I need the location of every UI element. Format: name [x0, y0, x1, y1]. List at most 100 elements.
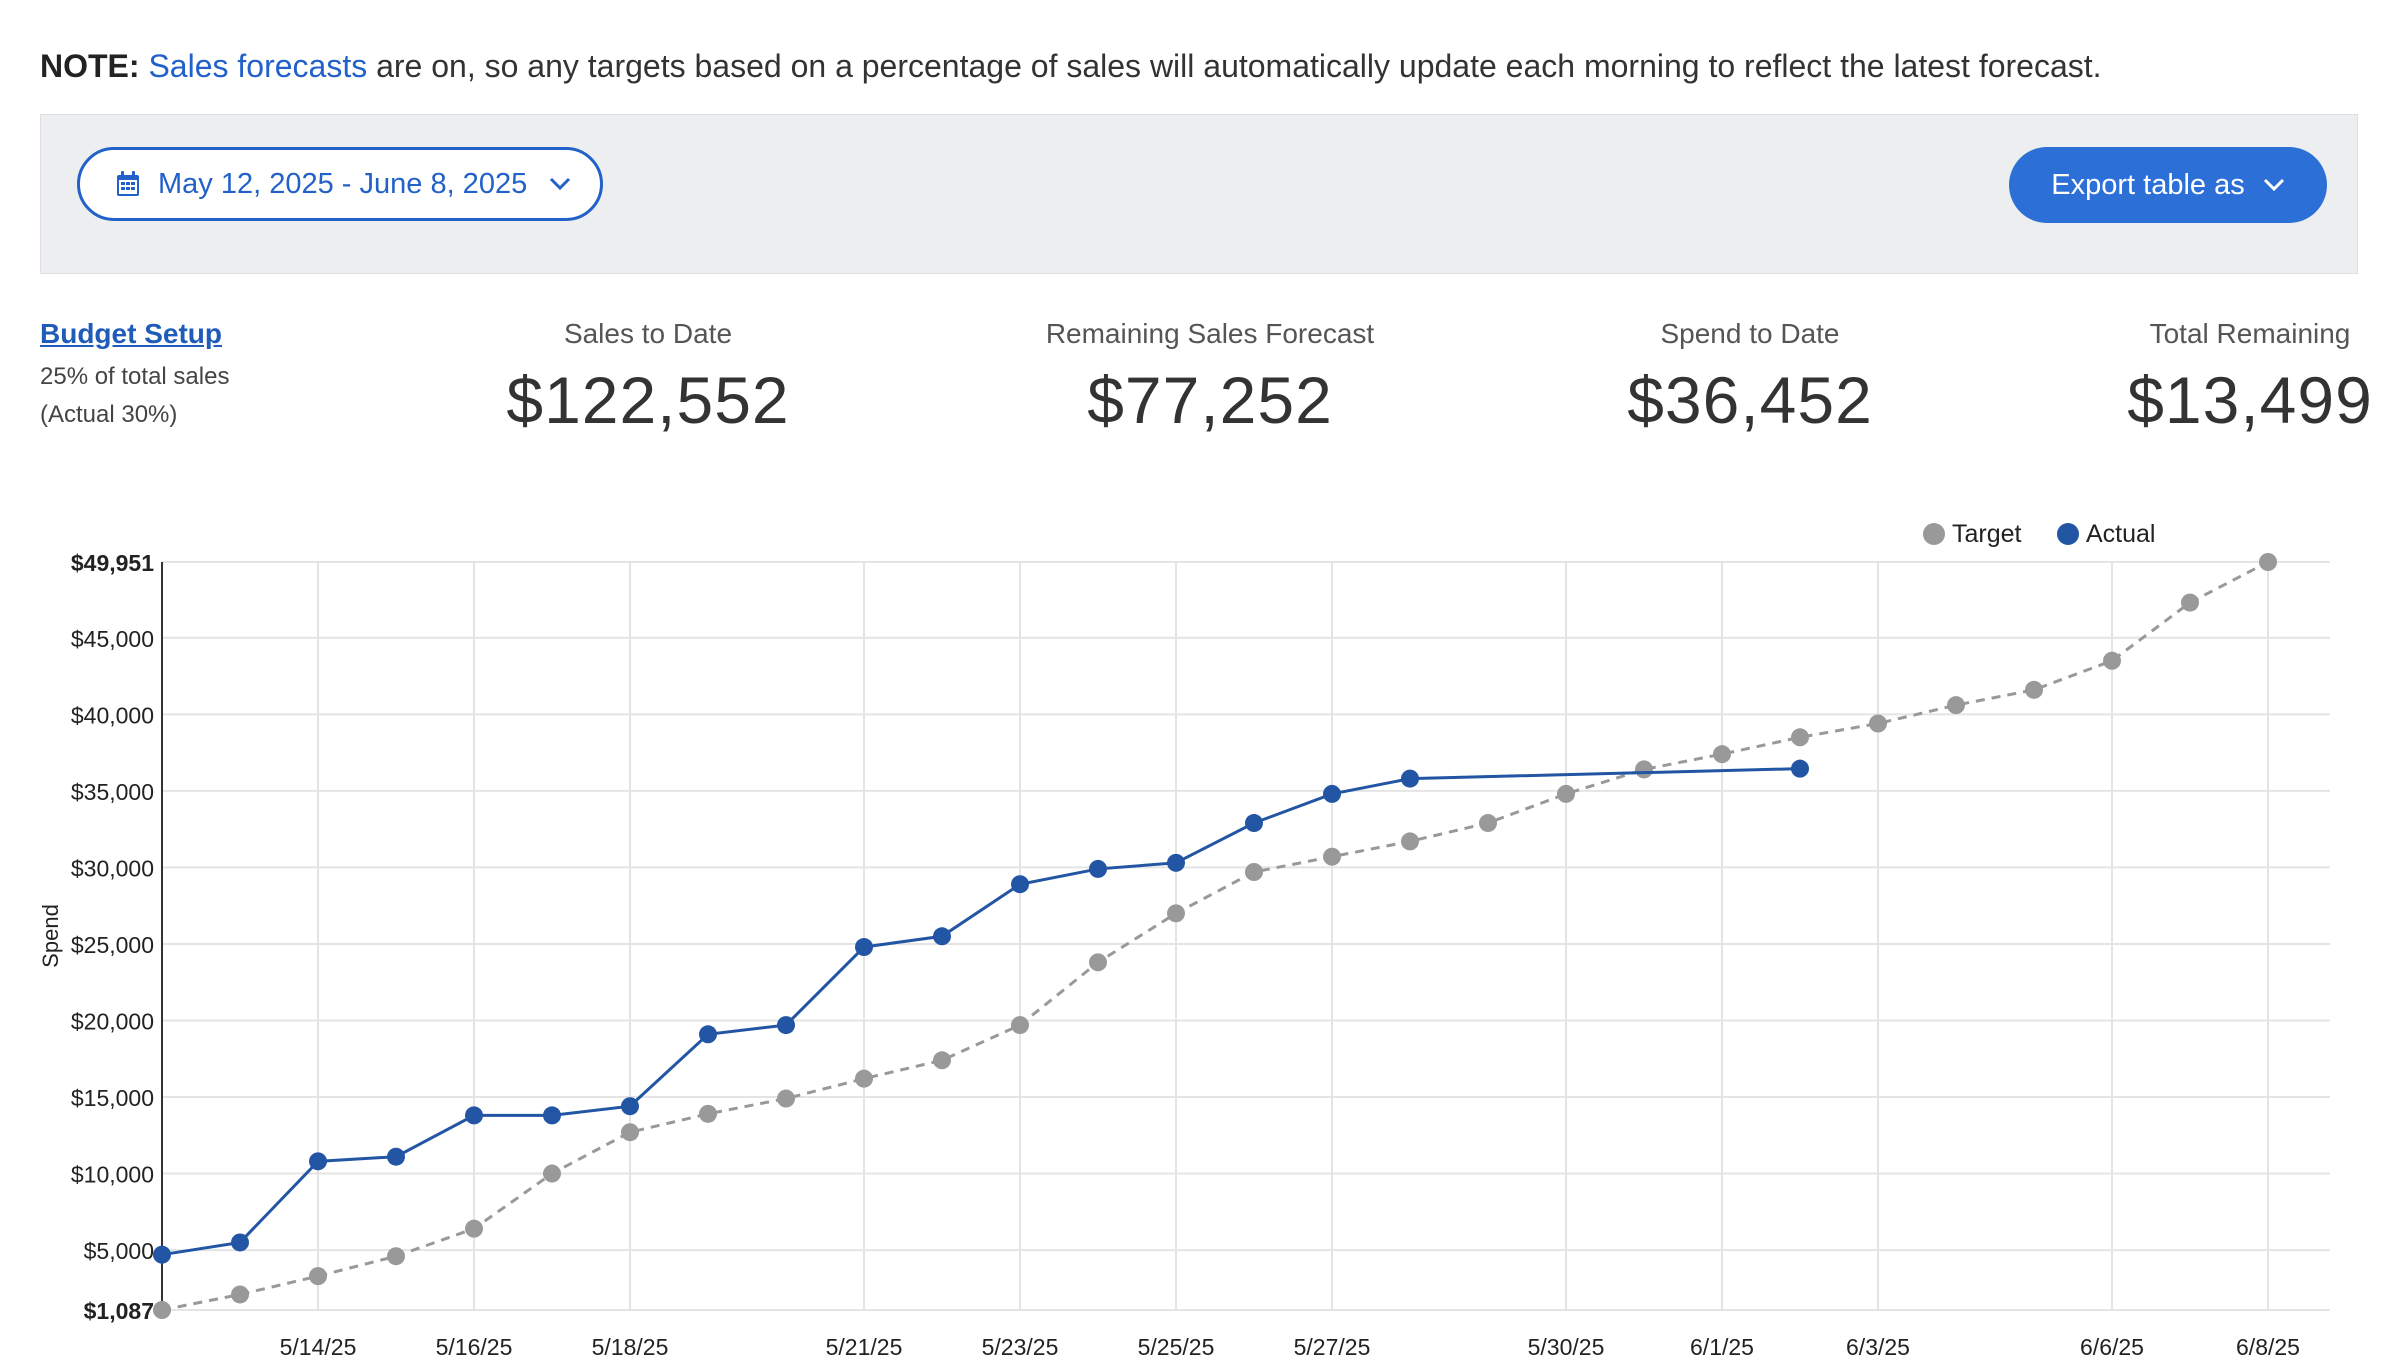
data-point-target: [309, 1267, 327, 1286]
export-label: Export table as: [2051, 168, 2245, 201]
data-point-target: [699, 1104, 717, 1123]
data-point-target: [1245, 862, 1263, 881]
data-point-actual: [699, 1025, 717, 1044]
toolbar: May 12, 2025 - June 8, 2025 Export table…: [40, 114, 2358, 274]
series-line-actual: [161, 767, 1801, 1257]
data-point-actual: [465, 1106, 483, 1125]
metric-label: Spend to Date: [1660, 318, 1840, 349]
data-point-actual: [231, 1233, 249, 1252]
data-point-target: [1947, 696, 1965, 715]
data-point-actual: [777, 1016, 795, 1035]
data-point-target: [1635, 760, 1653, 779]
y-tick-label: $49,951: [71, 550, 154, 576]
data-point-actual: [621, 1097, 639, 1116]
data-point-target: [933, 1051, 951, 1070]
data-point-target: [2181, 593, 2199, 612]
metric-remaining-sales-forecast: Remaining Sales Forecast $77,252: [1010, 318, 1410, 438]
x-tick-label: 5/25/25: [1138, 1334, 1215, 1360]
budget-setup-panel: Budget Setup 25% of total sales (Actual …: [40, 318, 229, 434]
x-tick-label: 6/3/25: [1846, 1334, 1910, 1360]
metric-sales-to-date: Sales to Date $122,552: [468, 318, 828, 438]
data-point-target: [1401, 832, 1419, 851]
metric-total-remaining: Total Remaining $13,499: [2070, 318, 2406, 438]
metric-value: $122,552: [506, 363, 790, 437]
x-tick-label: 6/8/25: [2236, 1334, 2300, 1360]
x-tick-label: 6/1/25: [1690, 1334, 1754, 1360]
data-point-actual: [153, 1245, 171, 1264]
date-range-label: May 12, 2025 - June 8, 2025: [158, 167, 528, 200]
data-point-actual: [1323, 784, 1341, 803]
data-point-actual: [1011, 875, 1029, 894]
x-tick-label: 6/6/25: [2080, 1334, 2144, 1360]
metric-label: Total Remaining: [2149, 318, 2351, 349]
x-tick-label: 5/16/25: [436, 1334, 513, 1360]
legend-label: Target: [1952, 520, 2022, 548]
data-point-target: [2025, 680, 2043, 699]
data-point-target: [1011, 1016, 1029, 1035]
data-point-actual: [1089, 859, 1107, 878]
metric-value: $77,252: [1087, 363, 1333, 437]
metric-label: Remaining Sales Forecast: [1045, 318, 1375, 349]
calendar-icon: [116, 171, 140, 197]
metric-value: $13,499: [2127, 363, 2373, 437]
legend-marker-target: [1923, 523, 1945, 545]
chevron-down-icon: [2263, 178, 2285, 192]
y-tick-label: $5,000: [84, 1238, 154, 1264]
data-point-actual: [387, 1147, 405, 1166]
data-point-target: [621, 1123, 639, 1142]
data-point-actual: [309, 1152, 327, 1171]
data-point-actual: [855, 938, 873, 957]
y-axis-title: Spend: [38, 904, 63, 968]
data-point-actual: [543, 1106, 561, 1125]
x-tick-label: 5/23/25: [982, 1334, 1059, 1360]
data-point-actual: [933, 927, 951, 946]
metric-label: Sales to Date: [563, 318, 733, 349]
data-point-target: [855, 1069, 873, 1088]
budget-setup-link[interactable]: Budget Setup: [40, 318, 222, 349]
data-point-target: [543, 1164, 561, 1183]
y-tick-label: $40,000: [71, 702, 154, 728]
y-tick-label: $45,000: [71, 626, 154, 652]
data-point-target: [777, 1089, 795, 1108]
data-point-target: [1791, 728, 1809, 747]
data-point-target: [1713, 745, 1731, 764]
metric-value: $36,452: [1627, 363, 1873, 437]
sales-forecasts-link[interactable]: Sales forecasts: [148, 48, 368, 84]
y-tick-label: $10,000: [71, 1162, 154, 1188]
date-range-picker[interactable]: May 12, 2025 - June 8, 2025: [77, 147, 603, 221]
data-point-target: [1323, 847, 1341, 866]
data-point-target: [2103, 651, 2121, 670]
chevron-down-icon: [549, 177, 571, 191]
metric-spend-to-date: Spend to Date $36,452: [1570, 318, 1930, 438]
y-tick-label: $30,000: [71, 855, 154, 881]
budget-percent: 25% of total sales: [40, 363, 230, 390]
data-point-target: [2259, 553, 2277, 571]
note-text: are on, so any targets based on a percen…: [367, 48, 2102, 84]
data-point-actual: [1167, 853, 1185, 872]
data-point-target: [1557, 784, 1575, 803]
data-point-target: [153, 1301, 171, 1319]
x-tick-label: 5/18/25: [592, 1334, 669, 1360]
legend-marker-actual: [2057, 523, 2079, 545]
data-point-actual: [1245, 814, 1263, 833]
data-point-target: [387, 1247, 405, 1266]
legend-label: Actual: [2086, 520, 2155, 548]
data-point-target: [1479, 814, 1497, 833]
data-point-target: [1869, 714, 1887, 733]
data-point-target: [231, 1285, 249, 1304]
x-tick-label: 5/21/25: [826, 1334, 903, 1360]
forecast-note: NOTE: Sales forecasts are on, so any tar…: [40, 48, 2102, 85]
data-point-target: [1167, 904, 1185, 923]
spend-chart: $1,087 $5,000 $10,000 $15,000 $20,000 $25,000…: [38, 520, 2330, 1360]
x-tick-label: 5/27/25: [1294, 1334, 1371, 1360]
y-tick-label: $35,000: [71, 779, 154, 805]
data-point-target: [1089, 953, 1107, 972]
budget-actual-percent: (Actual 30%): [40, 401, 178, 428]
y-tick-label: $25,000: [71, 932, 154, 958]
series-line-target: [161, 560, 2269, 1312]
y-tick-label: $15,000: [71, 1085, 154, 1111]
y-tick-label: $1,087: [84, 1298, 154, 1324]
note-prefix: NOTE:: [40, 48, 140, 84]
x-tick-label: 5/14/25: [280, 1334, 357, 1360]
export-table-button[interactable]: Export table as: [2009, 147, 2327, 223]
